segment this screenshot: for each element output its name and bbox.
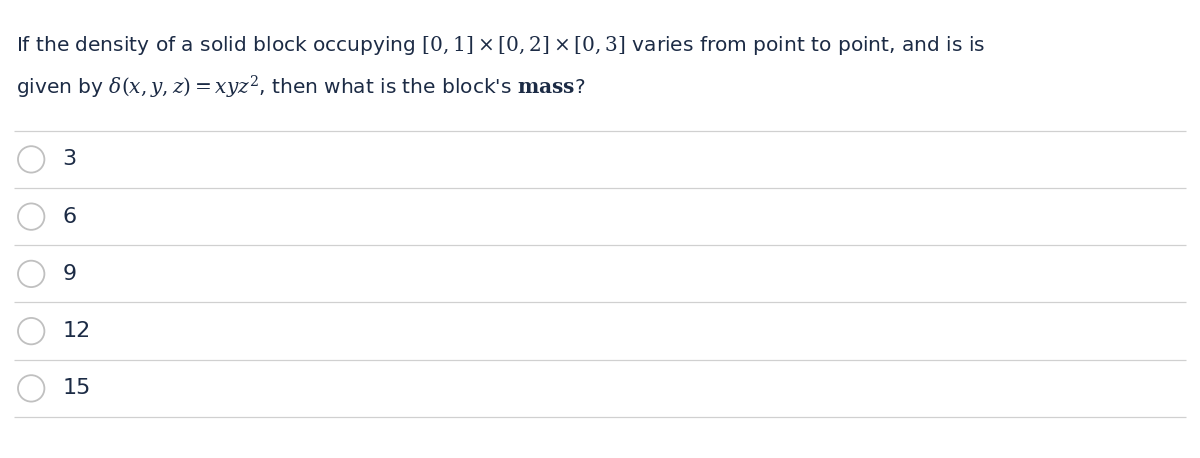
Text: 15: 15 [62, 378, 91, 398]
Text: If the density of a solid block occupying $[0, 1] \times [0, 2] \times [0, 3]$ v: If the density of a solid block occupyin… [16, 34, 985, 57]
Text: given by $\delta(x, y, z) = xyz^2$, then what is the block's $\mathbf{mass}$?: given by $\delta(x, y, z) = xyz^2$, then… [16, 73, 586, 101]
Text: 12: 12 [62, 321, 91, 341]
Text: 9: 9 [62, 264, 77, 284]
Text: 6: 6 [62, 207, 77, 227]
Text: 3: 3 [62, 149, 77, 169]
